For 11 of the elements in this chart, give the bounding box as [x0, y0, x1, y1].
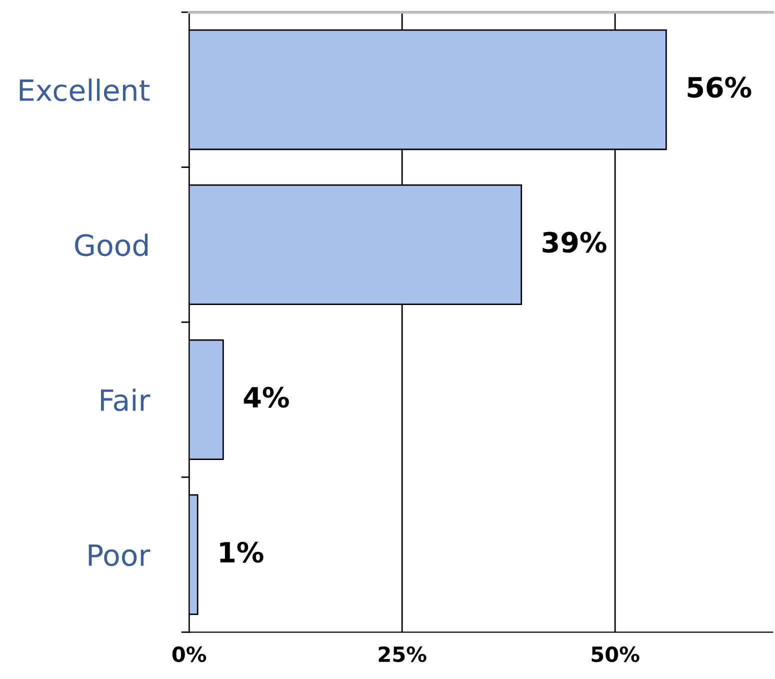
- y-tick-label: Good: [75, 234, 148, 256]
- x-tick-label: 25%: [378, 646, 426, 662]
- x-tick-label: 0%: [172, 646, 206, 662]
- data-label: 56%: [688, 76, 752, 98]
- y-tick-label: Fair: [100, 388, 150, 412]
- data-label: 39%: [542, 232, 606, 253]
- x-tick-label: 50%: [592, 646, 640, 662]
- y-tick-label: Excellent: [20, 78, 150, 102]
- data-label: 1%: [220, 542, 264, 563]
- data-label: 4%: [244, 386, 289, 408]
- y-tick-label: Poor: [88, 544, 150, 566]
